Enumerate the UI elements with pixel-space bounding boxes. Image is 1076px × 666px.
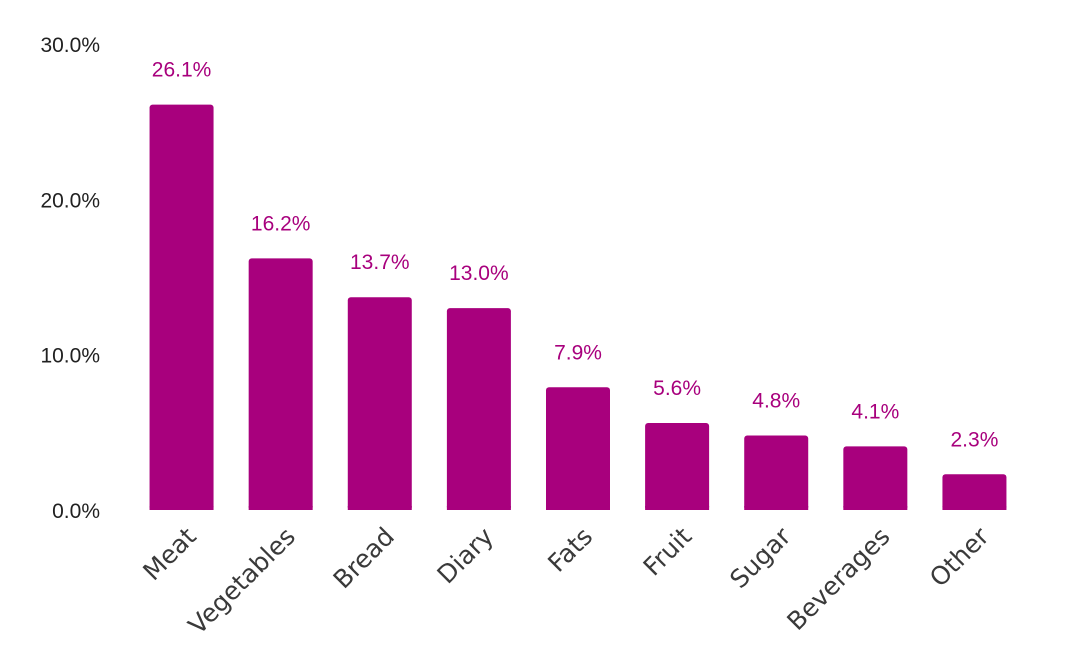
bar-base [149, 506, 214, 510]
bar-base [744, 506, 809, 510]
bar-base [546, 506, 610, 510]
bar-bread[interactable] [347, 297, 412, 510]
bar-base [446, 506, 511, 510]
x-tick-label: Other [924, 521, 995, 592]
bar-other[interactable] [942, 474, 1007, 510]
data-label: 5.6% [653, 377, 701, 400]
y-tick-label: 10.0% [40, 345, 100, 368]
bar-base [942, 506, 1007, 510]
data-label: 7.9% [554, 341, 602, 364]
x-tick-label: Diary [432, 522, 500, 590]
bar-fats[interactable] [546, 387, 610, 510]
y-tick-label: 20.0% [40, 189, 100, 212]
bars-group [149, 104, 1007, 510]
y-tick-label: 0.0% [52, 500, 100, 523]
bar-base [645, 506, 710, 510]
data-label: 2.3% [951, 428, 999, 451]
data-label: 16.2% [251, 212, 311, 235]
x-tick-label: Beverages [781, 522, 895, 636]
data-label: 26.1% [152, 59, 212, 82]
bar-diary[interactable] [446, 308, 511, 510]
x-tick-label: Fruit [638, 522, 698, 582]
data-labels-group: 26.1% 16.2% 13.7% 13.0% 7.9% 5.6% 4.8% 4.1% 2.3% [152, 59, 999, 452]
x-tick-label: Fats [542, 522, 598, 578]
x-tick-label: Meat [137, 522, 202, 587]
y-axis: 0.0% 10.0% 20.0% 30.0% [40, 34, 100, 523]
bar-base [248, 506, 313, 510]
data-label: 4.1% [851, 400, 899, 423]
y-tick-label: 30.0% [40, 34, 100, 57]
bar-meat[interactable] [149, 104, 214, 510]
x-tick-label: Sugar [724, 521, 797, 594]
data-label: 4.8% [752, 389, 800, 412]
bar-beverages[interactable] [843, 446, 908, 510]
bar-base [843, 506, 908, 510]
bar-vegetables[interactable] [248, 258, 313, 510]
data-label: 13.0% [449, 262, 509, 285]
data-label: 13.7% [350, 251, 410, 274]
x-tick-label: Vegetables [183, 522, 301, 640]
bar-fruit[interactable] [645, 423, 710, 510]
bar-base [347, 506, 412, 510]
x-tick-label: Bread [328, 522, 400, 594]
bar-sugar[interactable] [744, 435, 809, 510]
